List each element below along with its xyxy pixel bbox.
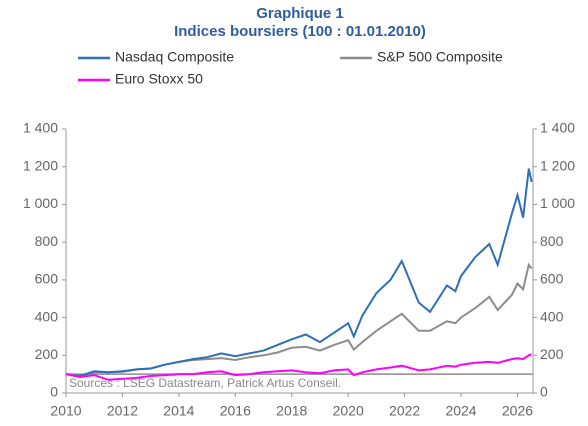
legend-label: Nasdaq Composite: [115, 49, 234, 65]
x-tick-label: 2012: [107, 403, 138, 419]
x-tick-label: 2026: [502, 403, 533, 419]
x-tick-label: 2022: [389, 403, 420, 419]
y2-tick-label: 1 400: [540, 120, 575, 136]
y-tick-label: 200: [35, 346, 59, 362]
y2-tick-label: 400: [540, 308, 564, 324]
legend-label: Euro Stoxx 50: [115, 71, 203, 87]
series-line: [65, 168, 533, 378]
x-tick-label: 2014: [163, 403, 194, 419]
x-tick-label: 2024: [445, 403, 476, 419]
y-tick-label: 600: [35, 271, 59, 287]
y-tick-label: 0: [50, 384, 58, 400]
y-tick-label: 1 400: [23, 120, 58, 136]
y-tick-label: 400: [35, 308, 59, 324]
x-tick-label: 2010: [50, 403, 81, 419]
y-tick-label: 1 200: [23, 157, 58, 173]
y2-tick-label: 1 200: [540, 157, 575, 173]
y-tick-label: 1 000: [23, 195, 58, 211]
y2-tick-label: 1 000: [540, 195, 575, 211]
x-tick-label: 2018: [276, 403, 307, 419]
x-tick-label: 2016: [220, 403, 251, 419]
y2-tick-label: 800: [540, 233, 564, 249]
series-line: [65, 353, 532, 381]
y2-tick-label: 0: [540, 384, 548, 400]
y-tick-label: 800: [35, 233, 59, 249]
series-line: [65, 262, 533, 377]
y2-tick-label: 200: [540, 346, 564, 362]
chart-subtitle: Indices boursiers (100 : 01.01.2010): [174, 23, 426, 40]
x-tick-label: 2020: [333, 403, 364, 419]
legend-label: S&P 500 Composite: [377, 49, 503, 65]
y2-tick-label: 600: [540, 271, 564, 287]
chart-title: Graphique 1: [256, 5, 344, 22]
annotation: Sources : LSEG Datastream, Patrick Artus…: [69, 376, 341, 390]
